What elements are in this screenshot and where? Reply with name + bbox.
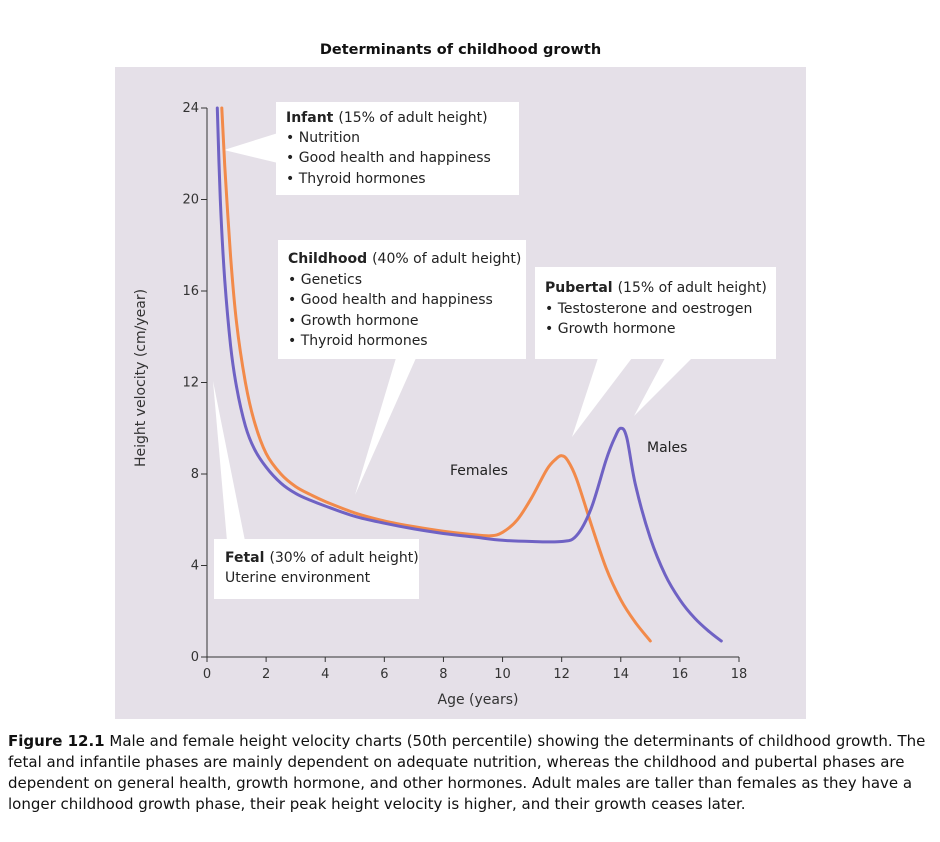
x-tick-label: 10 (494, 667, 511, 682)
figure-caption: Figure 12.1 Male and female height veloc… (8, 731, 926, 815)
y-tick-label: 24 (182, 101, 199, 116)
infant-pointer (224, 133, 278, 163)
y-tick-label: 20 (182, 193, 199, 208)
x-tick-label: 0 (203, 667, 211, 682)
pubertal-title: Pubertal (545, 280, 613, 296)
y-tick-label: 0 (191, 650, 199, 665)
x-tick-label: 14 (613, 667, 630, 682)
x-tick-label: 8 (439, 667, 447, 682)
y-tick-label: 4 (191, 559, 199, 574)
childhood-heading: Childhood (40% of adult height) (288, 251, 521, 267)
fetal-pointer (213, 381, 245, 541)
pubertal-female-pointer (572, 358, 632, 437)
pubertal-item: • Testosterone and oestrogen (545, 301, 752, 317)
childhood-item: • Thyroid hormones (288, 333, 428, 349)
females-label: Females (450, 463, 508, 479)
pubertal-item: • Growth hormone (545, 321, 675, 337)
figure-label: Figure 12.1 (8, 732, 105, 750)
curves (215, 106, 723, 643)
infant-item: • Thyroid hormones (286, 171, 426, 187)
infant-item: • Nutrition (286, 130, 360, 146)
y-tick-label: 12 (182, 376, 199, 391)
infant-heading: Infant (15% of adult height) (286, 110, 488, 126)
childhood-list: • Genetics • Good health and happiness •… (288, 272, 493, 349)
males-label: Males (647, 440, 687, 456)
callout-pointers (213, 133, 692, 541)
infant-detail: (15% of adult height) (338, 110, 487, 126)
childhood-item: • Genetics (288, 272, 362, 288)
pubertal-male-pointer (634, 358, 692, 416)
childhood-pointer (355, 358, 416, 495)
x-tick-label: 2 (262, 667, 270, 682)
childhood-detail: (40% of adult height) (372, 251, 521, 267)
fetal-detail: (30% of adult height) (269, 550, 418, 566)
pubertal-list: • Testosterone and oestrogen • Growth ho… (545, 301, 752, 337)
x-tick-label: 18 (731, 667, 748, 682)
childhood-title: Childhood (288, 251, 367, 267)
childhood-item: • Good health and happiness (288, 292, 493, 308)
fetal-heading: Fetal (30% of adult height) (225, 550, 419, 566)
y-axis-label: Height velocity (cm/year) (133, 289, 149, 467)
fetal-title: Fetal (225, 550, 264, 566)
x-tick-label: 12 (553, 667, 570, 682)
figure-caption-text: Male and female height velocity charts (… (8, 732, 926, 813)
callout-boxes (214, 102, 776, 599)
fetal-box (214, 539, 419, 599)
x-tick-label: 4 (321, 667, 329, 682)
females-series-line (220, 106, 652, 643)
infant-list: • Nutrition • Good health and happiness … (286, 130, 491, 187)
males-series-line (215, 106, 723, 643)
infant-title: Infant (286, 110, 334, 126)
y-tick-label: 8 (191, 467, 199, 482)
y-tick-label: 16 (182, 284, 199, 299)
childhood-box (278, 240, 526, 359)
pubertal-detail: (15% of adult height) (618, 280, 767, 296)
infant-item: • Good health and happiness (286, 150, 491, 166)
chart-title: Determinants of childhood growth (319, 42, 602, 58)
pubertal-heading: Pubertal (15% of adult height) (545, 280, 767, 296)
childhood-item: • Growth hormone (288, 313, 418, 329)
pubertal-box (535, 267, 776, 359)
x-tick-label: 16 (672, 667, 689, 682)
infant-box (276, 102, 519, 195)
fetal-line: Uterine environment (225, 570, 371, 586)
x-tick-label: 6 (380, 667, 388, 682)
x-axis-label: Age (years) (438, 692, 519, 708)
